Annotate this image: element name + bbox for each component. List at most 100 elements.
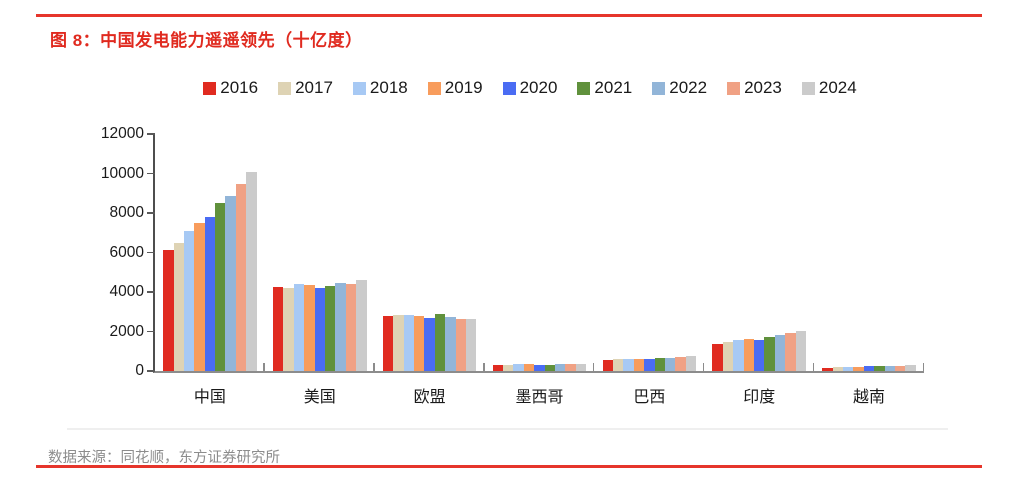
legend-item-2024: 2024 — [801, 78, 857, 98]
bar-2020-印度 — [753, 340, 765, 371]
bar-2021-越南 — [874, 366, 885, 371]
bar-2018-美国 — [293, 284, 305, 371]
legend-item-2023: 2023 — [727, 78, 782, 98]
x-axis-category-tick — [483, 363, 485, 371]
y-axis-tick-label: 6000 — [109, 243, 144, 261]
bar-group-越南 — [822, 364, 916, 371]
x-axis-category-tick — [812, 363, 815, 371]
x-axis-label-中国: 中国 — [193, 389, 226, 406]
bar-2024-中国 — [246, 171, 257, 371]
bar-2016-中国 — [163, 249, 174, 371]
chart-title: 图 8：中国发电能力遥遥领先（十亿度） — [50, 31, 363, 50]
bar-2017-中国 — [173, 242, 184, 371]
y-axis-tick — [147, 291, 155, 293]
y-axis-tick-label: 8000 — [109, 204, 144, 221]
bar-2021-欧盟 — [434, 313, 446, 371]
bar-2020-美国 — [314, 288, 325, 371]
legend-label: 2020 — [519, 78, 558, 97]
bar-2020-欧盟 — [424, 318, 435, 371]
y-axis-tick — [147, 133, 155, 135]
bar-2019-欧盟 — [414, 315, 425, 371]
bar-group-印度 — [712, 330, 806, 371]
bar-2018-越南 — [843, 366, 854, 371]
y-axis-tick-label: 4000 — [109, 283, 144, 300]
x-axis-category-tick — [373, 363, 375, 371]
legend-item-2016: 2016 — [203, 78, 258, 98]
footer-divider-line — [67, 428, 948, 430]
x-axis-category-tick — [922, 363, 924, 371]
bar-2019-美国 — [304, 285, 315, 371]
bar-2020-中国 — [204, 217, 216, 371]
legend-label: 2022 — [669, 78, 708, 97]
legend-swatch-icon — [801, 81, 815, 95]
legend-label: 2021 — [594, 78, 633, 97]
legend-item-2021: 2021 — [577, 78, 632, 98]
bar-group-巴西 — [602, 356, 697, 371]
bar-group-墨西哥 — [492, 364, 587, 371]
bar-2018-中国 — [183, 230, 195, 371]
y-axis-tick — [147, 330, 155, 333]
y-axis-tick — [147, 172, 155, 175]
bar-2024-美国 — [356, 280, 367, 371]
bar-2022-越南 — [884, 365, 895, 371]
y-axis-tick — [147, 251, 155, 254]
bar-2022-中国 — [225, 196, 236, 371]
legend-label: 2017 — [295, 78, 333, 97]
bar-2017-欧盟 — [393, 314, 404, 371]
bar-2024-巴西 — [685, 356, 697, 371]
legend-swatch-icon — [352, 81, 366, 95]
bar-2019-巴西 — [633, 358, 645, 371]
bar-2020-墨西哥 — [534, 364, 545, 371]
bar-2017-越南 — [832, 367, 844, 371]
legend-swatch-icon — [652, 81, 666, 95]
bar-2017-美国 — [283, 287, 294, 371]
bar-2019-中国 — [194, 222, 205, 371]
bar-2021-印度 — [764, 337, 775, 371]
top-divider-line — [36, 14, 982, 17]
bar-2024-欧盟 — [465, 318, 477, 371]
legend-label: 2018 — [369, 78, 408, 97]
x-axis-label-巴西: 巴西 — [633, 389, 666, 406]
bar-2024-印度 — [795, 330, 806, 371]
legend-swatch-icon — [502, 81, 516, 95]
bar-2023-中国 — [235, 184, 247, 371]
y-axis-tick — [147, 370, 155, 372]
bar-2018-巴西 — [623, 359, 634, 371]
legend-swatch-icon — [427, 81, 441, 95]
y-axis-tick — [147, 212, 155, 214]
bar-2021-墨西哥 — [544, 364, 556, 371]
bar-2017-墨西哥 — [503, 364, 514, 371]
bar-2023-巴西 — [675, 357, 686, 371]
bar-2016-欧盟 — [382, 315, 394, 371]
x-axis-label-欧盟: 欧盟 — [413, 389, 446, 406]
bar-2020-越南 — [863, 366, 875, 371]
x-axis-category-tick — [592, 363, 595, 371]
bar-group-欧盟 — [382, 313, 477, 371]
bar-2023-欧盟 — [455, 319, 466, 371]
legend-label: 2023 — [744, 78, 782, 97]
bar-2022-巴西 — [664, 357, 676, 371]
data-source-text: 数据来源：同花顺，东方证券研究所 — [48, 450, 280, 466]
bar-2021-美国 — [324, 286, 336, 371]
bottom-divider-line — [36, 465, 982, 468]
bar-2022-印度 — [774, 335, 786, 371]
bar-2017-巴西 — [612, 359, 624, 371]
x-axis-label-美国: 美国 — [303, 389, 336, 406]
bar-2018-印度 — [733, 340, 744, 371]
legend-label: 2016 — [220, 78, 259, 97]
legend-item-2018: 2018 — [352, 78, 408, 98]
bar-2023-美国 — [345, 283, 357, 371]
y-axis-tick-label: 10000 — [100, 164, 144, 182]
bar-2016-巴西 — [602, 359, 613, 371]
legend-label: 2024 — [818, 78, 857, 97]
y-axis-tick-label: 12000 — [100, 125, 144, 142]
y-axis-tick-label: 0 — [135, 362, 144, 379]
bar-2022-欧盟 — [445, 316, 456, 371]
legend-swatch-icon — [577, 81, 591, 95]
bar-2021-巴西 — [654, 358, 665, 371]
x-axis-label-墨西哥: 墨西哥 — [515, 389, 564, 406]
bar-2023-印度 — [785, 333, 796, 371]
legend: 2016 2017 2018 2019 2020 2021 2022 2023 2024 — [140, 78, 920, 98]
bar-2019-印度 — [743, 339, 754, 371]
